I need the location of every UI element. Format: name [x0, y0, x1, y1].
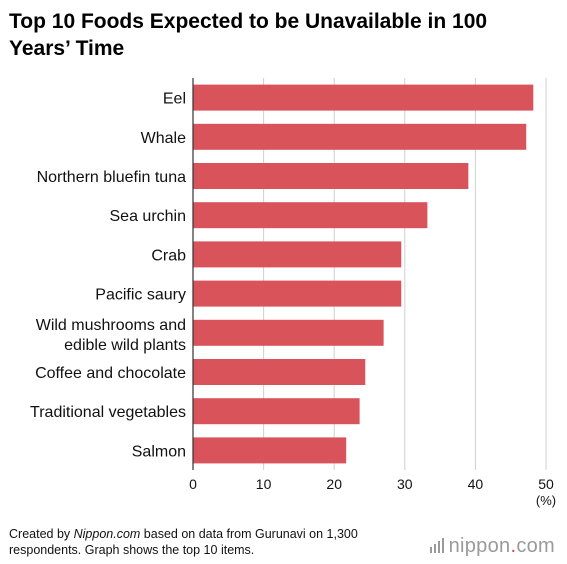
bar — [193, 84, 534, 111]
x-tick-labels: 0 10 20 30 40 50 — [189, 476, 554, 492]
bar — [193, 359, 366, 385]
category-label: Whale — [141, 130, 186, 147]
chart-title: Top 10 Foods Expected to be Unavailable … — [9, 10, 488, 60]
bar — [193, 319, 384, 346]
category-label: Sea urchin — [110, 208, 187, 225]
x-tick-label: 0 — [189, 476, 197, 492]
bars — [193, 84, 534, 464]
bar — [193, 163, 469, 189]
bar — [193, 241, 402, 268]
bar — [193, 123, 527, 150]
bar-chart: Eel Whale Northern bluefin tuna Sea urchin C… — [30, 78, 556, 508]
footer-note: Created by Nippon.com based on data from… — [9, 527, 358, 557]
category-label: Pacific saury — [95, 287, 186, 304]
x-tick-label: 10 — [256, 476, 272, 492]
nippon-logo: nippon. com — [429, 535, 555, 558]
logo-mark-icon — [429, 537, 444, 555]
category-label: Traditional vegetables — [30, 404, 186, 421]
x-tick-label: 20 — [326, 476, 342, 492]
category-label: Wild mushrooms and edible wild plants — [36, 317, 186, 354]
x-tick-label: 30 — [397, 476, 413, 492]
source-site: Nippon.com — [73, 527, 141, 541]
bar — [193, 398, 360, 425]
bar — [193, 280, 402, 307]
category-label: Salmon — [132, 443, 186, 460]
category-label: Coffee and chocolate — [35, 365, 186, 382]
category-label: Eel — [163, 91, 186, 108]
x-tick-label: 40 — [468, 476, 484, 492]
x-tick-label: 50 — [538, 476, 554, 492]
x-axis-unit-label: (%) — [536, 493, 556, 508]
category-labels: Eel Whale Northern bluefin tuna Sea urchin C… — [30, 91, 186, 461]
bar — [193, 202, 428, 229]
bar — [193, 437, 347, 464]
category-label: Crab — [151, 247, 186, 264]
category-label: Northern bluefin tuna — [37, 169, 187, 186]
